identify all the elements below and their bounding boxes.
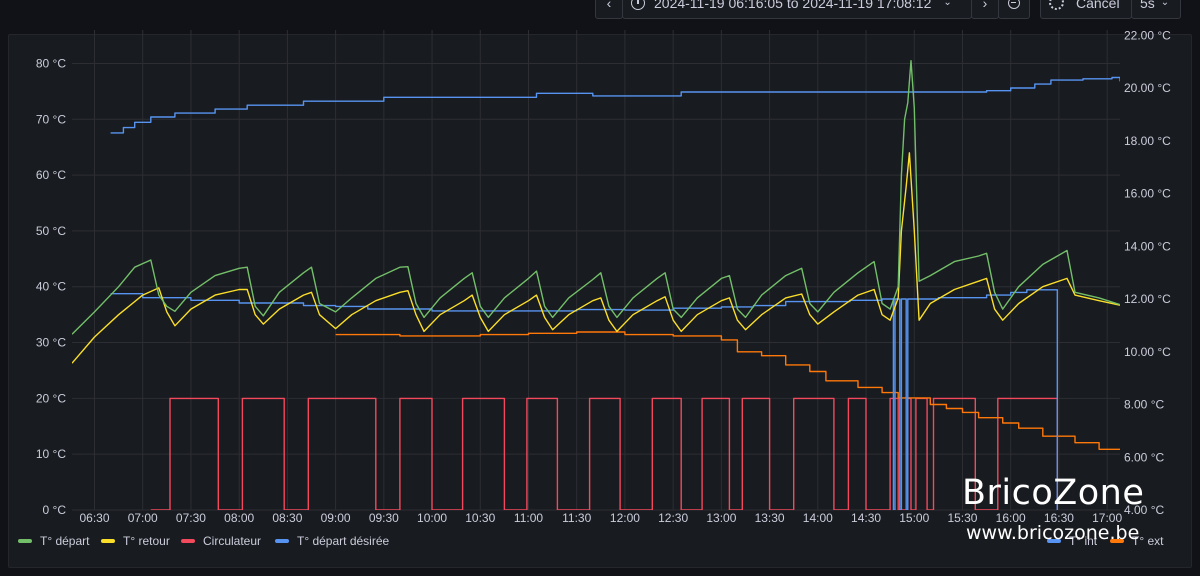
- series-line-circulateur: [150, 397, 1058, 510]
- chevron-left-icon: ‹: [606, 0, 612, 11]
- legend-item-t-ext[interactable]: T° ext: [1110, 534, 1163, 548]
- y-tick-label-right: 8.00 °C: [1124, 398, 1164, 412]
- x-tick-label: 11:30: [562, 511, 591, 525]
- x-axis: 06:30 07:00 07:30 08:00 08:30 09:00 09:30 10:00…: [79, 511, 1122, 525]
- x-tick-label: 14:30: [851, 511, 881, 525]
- y-tick-label-right: 18.00 °C: [1124, 134, 1171, 148]
- legend-label: T° int: [1069, 534, 1098, 548]
- y-tick-label-left: 50 °C: [36, 224, 66, 238]
- time-range-text: 2024-11-19 06:16:05 to 2024-11-19 17:08:…: [654, 0, 932, 11]
- clock-icon: [631, 0, 645, 10]
- x-tick-label: 08:00: [224, 511, 254, 525]
- chevron-right-icon: ›: [982, 0, 988, 11]
- series-line-t_ext: [335, 331, 1120, 450]
- y-tick-label-right: 14.00 °C: [1124, 239, 1171, 253]
- legend-swatch: [18, 539, 32, 543]
- loading-spinner-icon: [1049, 0, 1064, 10]
- y-tick-label-right: 20.00 °C: [1124, 81, 1171, 95]
- legend-label: T° ext: [1132, 534, 1164, 548]
- legend-swatch: [181, 539, 195, 543]
- x-tick-label: 16:30: [1044, 511, 1074, 525]
- chevron-down-icon: ⌄: [1160, 0, 1170, 8]
- y-tick-label-left: 60 °C: [36, 168, 66, 182]
- x-tick-label: 17:00: [1092, 511, 1122, 525]
- legend-label: T° retour: [123, 534, 170, 548]
- y-tick-label-right: 12.00 °C: [1124, 292, 1171, 306]
- x-tick-label: 07:00: [128, 511, 158, 525]
- legend-label: T° départ désirée: [297, 534, 390, 548]
- x-tick-label: 08:30: [272, 511, 302, 525]
- y-tick-label-right: 22.00 °C: [1124, 28, 1171, 42]
- x-tick-label: 12:30: [658, 511, 688, 525]
- x-tick-label: 09:00: [321, 511, 351, 525]
- y-tick-label-left: 40 °C: [36, 280, 66, 294]
- zoom-out-button[interactable]: [998, 0, 1030, 19]
- x-tick-label: 10:30: [465, 511, 495, 525]
- legend-item-depart[interactable]: T° départ: [18, 534, 90, 548]
- x-tick-label: 06:30: [79, 511, 109, 525]
- refresh-interval-value: 5s: [1140, 0, 1155, 11]
- legend-label: Circulateur: [203, 534, 262, 548]
- legend-item-retour[interactable]: T° retour: [101, 534, 170, 548]
- legend-swatch: [1110, 539, 1124, 543]
- legend-item-t-int[interactable]: T° int: [1047, 534, 1097, 548]
- legend-item-circulateur[interactable]: Circulateur: [181, 534, 261, 548]
- x-tick-label: 15:00: [899, 511, 929, 525]
- refresh-interval-picker[interactable]: 5s ⌄: [1131, 0, 1181, 19]
- x-tick-label: 12:00: [610, 511, 640, 525]
- y-tick-label-left: 30 °C: [36, 336, 66, 350]
- y-tick-label-right: 10.00 °C: [1124, 345, 1171, 359]
- y-axis-right: 4.00 °C 6.00 °C 8.00 °C 10.00 °C 12.00 °C 14.…: [1124, 28, 1171, 517]
- legend-swatch: [1047, 539, 1061, 543]
- y-tick-label-left: 0 °C: [43, 503, 67, 517]
- legend-label: T° départ: [40, 534, 90, 548]
- x-tick-label: 07:30: [176, 511, 206, 525]
- y-tick-label-right: 4.00 °C: [1124, 503, 1164, 517]
- y-axis-left: 0 °C 10 °C 20 °C 30 °C 40 °C 50 °C 60 °C 70 °C 8…: [36, 56, 66, 517]
- cancel-label: Cancel: [1076, 0, 1120, 11]
- zoom-out-icon: [1008, 0, 1020, 9]
- x-tick-label: 14:00: [803, 511, 833, 525]
- y-tick-label-left: 10 °C: [36, 447, 66, 461]
- series-line-depart: [72, 60, 1120, 335]
- x-tick-label: 16:00: [996, 511, 1026, 525]
- y-tick-label-right: 6.00 °C: [1124, 450, 1164, 464]
- y-tick-label-left: 20 °C: [36, 391, 66, 405]
- x-tick-label: 09:30: [369, 511, 399, 525]
- time-toolbar: ‹ 2024-11-19 06:16:05 to 2024-11-19 17:0…: [0, 0, 1200, 22]
- series-line-desiree: [110, 76, 1120, 134]
- legend-swatch: [101, 539, 115, 543]
- legend-swatch: [275, 539, 289, 543]
- x-tick-label: 11:00: [514, 511, 543, 525]
- y-tick-label-right: 16.00 °C: [1124, 187, 1171, 201]
- series-line-retour: [72, 152, 1120, 364]
- legend-item-desiree[interactable]: T° départ désirée: [275, 534, 389, 548]
- y-tick-label-left: 70 °C: [36, 112, 66, 126]
- x-tick-label: 13:30: [755, 511, 785, 525]
- chart-grid: [72, 30, 1120, 511]
- x-tick-label: 15:30: [947, 511, 977, 525]
- x-tick-label: 13:00: [706, 511, 736, 525]
- time-range-picker[interactable]: 2024-11-19 06:16:05 to 2024-11-19 17:08:…: [622, 0, 972, 19]
- chart-series: [72, 60, 1120, 510]
- x-tick-label: 10:00: [417, 511, 447, 525]
- chevron-down-icon: ⌄: [943, 0, 952, 8]
- y-tick-label-left: 80 °C: [36, 56, 66, 70]
